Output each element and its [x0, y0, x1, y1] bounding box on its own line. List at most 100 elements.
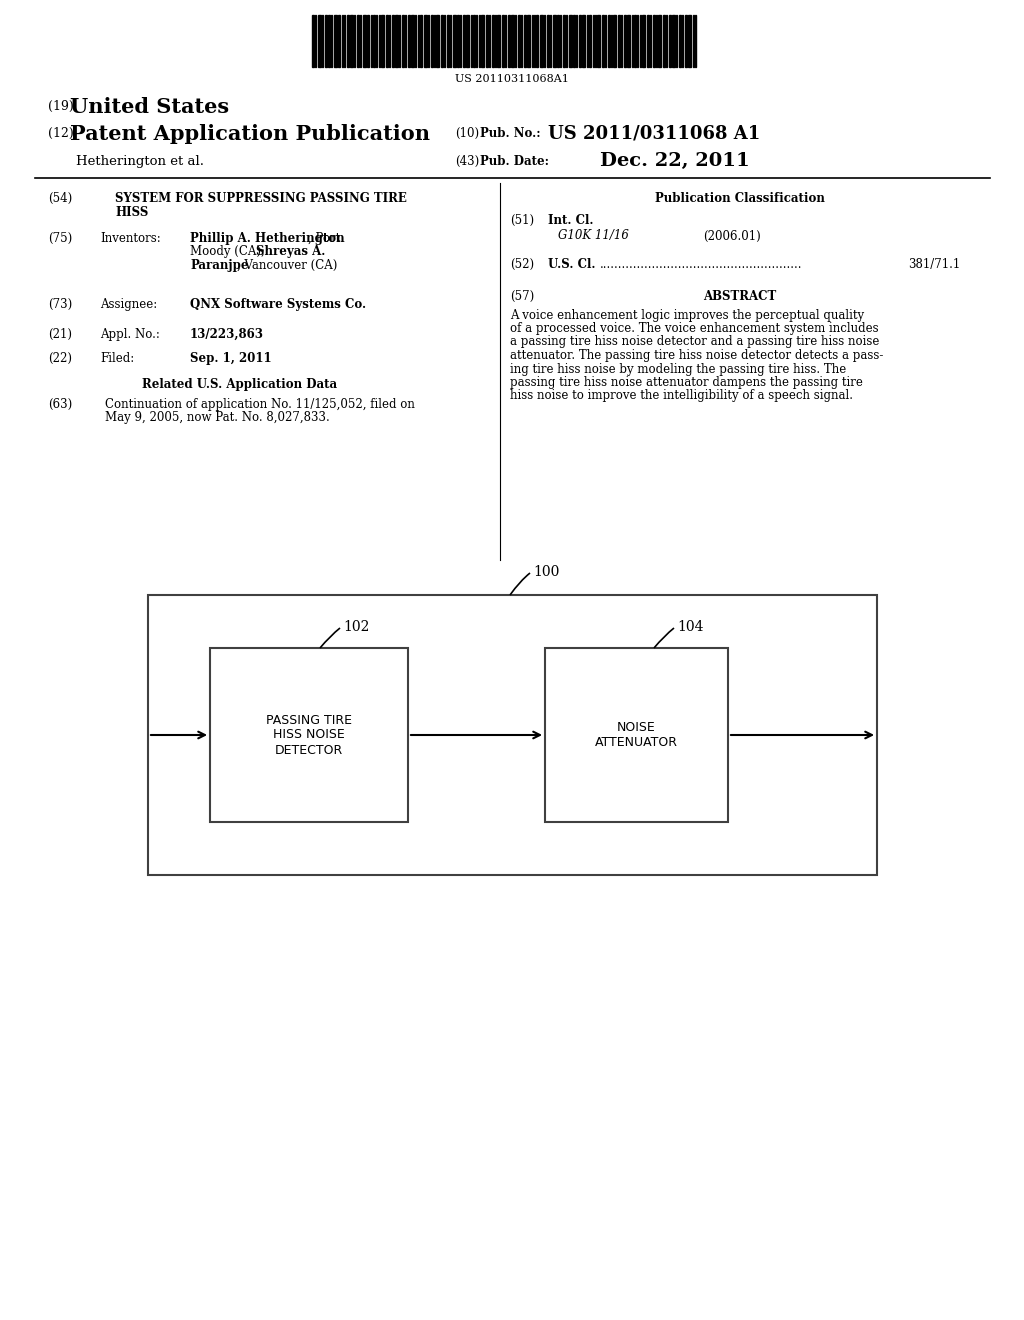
Bar: [457, 15, 459, 67]
Text: Hetherington et al.: Hetherington et al.: [76, 154, 204, 168]
Bar: [553, 15, 556, 67]
Text: Pub. Date:: Pub. Date:: [480, 154, 549, 168]
Text: Publication Classification: Publication Classification: [655, 191, 825, 205]
Bar: [338, 15, 340, 67]
Text: PASSING TIRE
HISS NOISE
DETECTOR: PASSING TIRE HISS NOISE DETECTOR: [266, 714, 352, 756]
Bar: [473, 15, 475, 67]
Bar: [486, 15, 488, 67]
Text: (52): (52): [510, 257, 535, 271]
Text: (43): (43): [455, 154, 479, 168]
Text: ABSTRACT: ABSTRACT: [703, 290, 776, 304]
Text: (2006.01): (2006.01): [703, 230, 761, 243]
Bar: [502, 15, 504, 67]
Bar: [688, 15, 691, 67]
Text: 13/223,863: 13/223,863: [190, 327, 264, 341]
Text: attenuator. The passing tire hiss noise detector detects a pass-: attenuator. The passing tire hiss noise …: [510, 348, 884, 362]
Bar: [663, 15, 665, 67]
Bar: [424, 15, 427, 67]
Text: (10): (10): [455, 127, 479, 140]
Text: NOISE
ATTENUATOR: NOISE ATTENUATOR: [595, 721, 678, 748]
Text: , Port: , Port: [308, 232, 340, 246]
Text: ing tire hiss noise by modeling the passing tire hiss. The: ing tire hiss noise by modeling the pass…: [510, 363, 846, 375]
Text: , Vancouver (CA): , Vancouver (CA): [237, 259, 337, 272]
Bar: [453, 15, 456, 67]
Bar: [653, 15, 655, 67]
Text: US 2011/0311068 A1: US 2011/0311068 A1: [548, 124, 760, 143]
Bar: [518, 15, 520, 67]
Bar: [618, 15, 620, 67]
Bar: [328, 15, 330, 67]
Bar: [602, 15, 604, 67]
Bar: [634, 15, 636, 67]
Text: Int. Cl.: Int. Cl.: [548, 214, 594, 227]
Text: 102: 102: [343, 620, 370, 634]
Bar: [312, 15, 314, 67]
Bar: [386, 15, 388, 67]
Text: Continuation of application No. 11/125,052, filed on: Continuation of application No. 11/125,0…: [105, 399, 415, 411]
Bar: [658, 15, 662, 67]
Bar: [627, 15, 630, 67]
Bar: [334, 15, 337, 67]
Bar: [545, 648, 728, 822]
Bar: [573, 15, 575, 67]
Bar: [420, 15, 422, 67]
Text: US 20110311068A1: US 20110311068A1: [455, 74, 569, 84]
Text: Filed:: Filed:: [100, 352, 134, 366]
Text: QNX Software Systems Co.: QNX Software Systems Co.: [190, 298, 367, 312]
Text: Appl. No.:: Appl. No.:: [100, 327, 160, 341]
Bar: [463, 15, 465, 67]
Bar: [527, 15, 530, 67]
Text: hiss noise to improve the intelligibility of a speech signal.: hiss noise to improve the intelligibilit…: [510, 389, 853, 403]
Bar: [381, 15, 384, 67]
Bar: [367, 15, 369, 67]
Bar: [647, 15, 649, 67]
Text: Phillip A. Hetherington: Phillip A. Hetherington: [190, 232, 345, 246]
Bar: [597, 15, 600, 67]
Text: Sep. 1, 2011: Sep. 1, 2011: [190, 352, 271, 366]
Bar: [431, 15, 433, 67]
Text: (75): (75): [48, 232, 73, 246]
Bar: [582, 15, 585, 67]
Text: May 9, 2005, now Pat. No. 8,027,833.: May 9, 2005, now Pat. No. 8,027,833.: [105, 412, 330, 425]
Bar: [318, 15, 321, 67]
Text: (57): (57): [510, 290, 535, 304]
Text: Shreyas A.: Shreyas A.: [256, 246, 326, 259]
Bar: [497, 15, 500, 67]
Text: SYSTEM FOR SUPPRESSING PASSING TIRE: SYSTEM FOR SUPPRESSING PASSING TIRE: [115, 191, 407, 205]
Bar: [642, 15, 645, 67]
Bar: [362, 15, 366, 67]
Text: (22): (22): [48, 352, 72, 366]
Bar: [685, 15, 687, 67]
Bar: [669, 15, 671, 67]
Text: 100: 100: [534, 565, 559, 579]
Text: HISS: HISS: [115, 206, 148, 219]
Text: Moody (CA);: Moody (CA);: [190, 246, 268, 259]
Text: Dec. 22, 2011: Dec. 22, 2011: [600, 152, 750, 170]
Text: a passing tire hiss noise detector and a passing tire hiss noise: a passing tire hiss noise detector and a…: [510, 335, 880, 348]
Text: passing tire hiss noise attenuator dampens the passing tire: passing tire hiss noise attenuator dampe…: [510, 376, 863, 389]
Bar: [492, 15, 494, 67]
Bar: [608, 15, 610, 67]
Bar: [466, 15, 469, 67]
Text: United States: United States: [70, 96, 229, 117]
Text: Pub. No.:: Pub. No.:: [480, 127, 541, 140]
Bar: [441, 15, 443, 67]
Bar: [569, 15, 572, 67]
Bar: [563, 15, 565, 67]
Text: 381/71.1: 381/71.1: [907, 257, 961, 271]
Bar: [402, 15, 404, 67]
Bar: [508, 15, 510, 67]
Bar: [547, 15, 549, 67]
Text: (12): (12): [48, 127, 74, 140]
Text: (51): (51): [510, 214, 535, 227]
Bar: [679, 15, 681, 67]
Text: 104: 104: [677, 620, 703, 634]
Bar: [210, 648, 408, 822]
Bar: [672, 15, 675, 67]
Text: Assignee:: Assignee:: [100, 298, 158, 312]
Bar: [373, 15, 375, 67]
Bar: [408, 15, 410, 67]
Bar: [347, 15, 349, 67]
Bar: [350, 15, 353, 67]
Bar: [589, 15, 591, 67]
